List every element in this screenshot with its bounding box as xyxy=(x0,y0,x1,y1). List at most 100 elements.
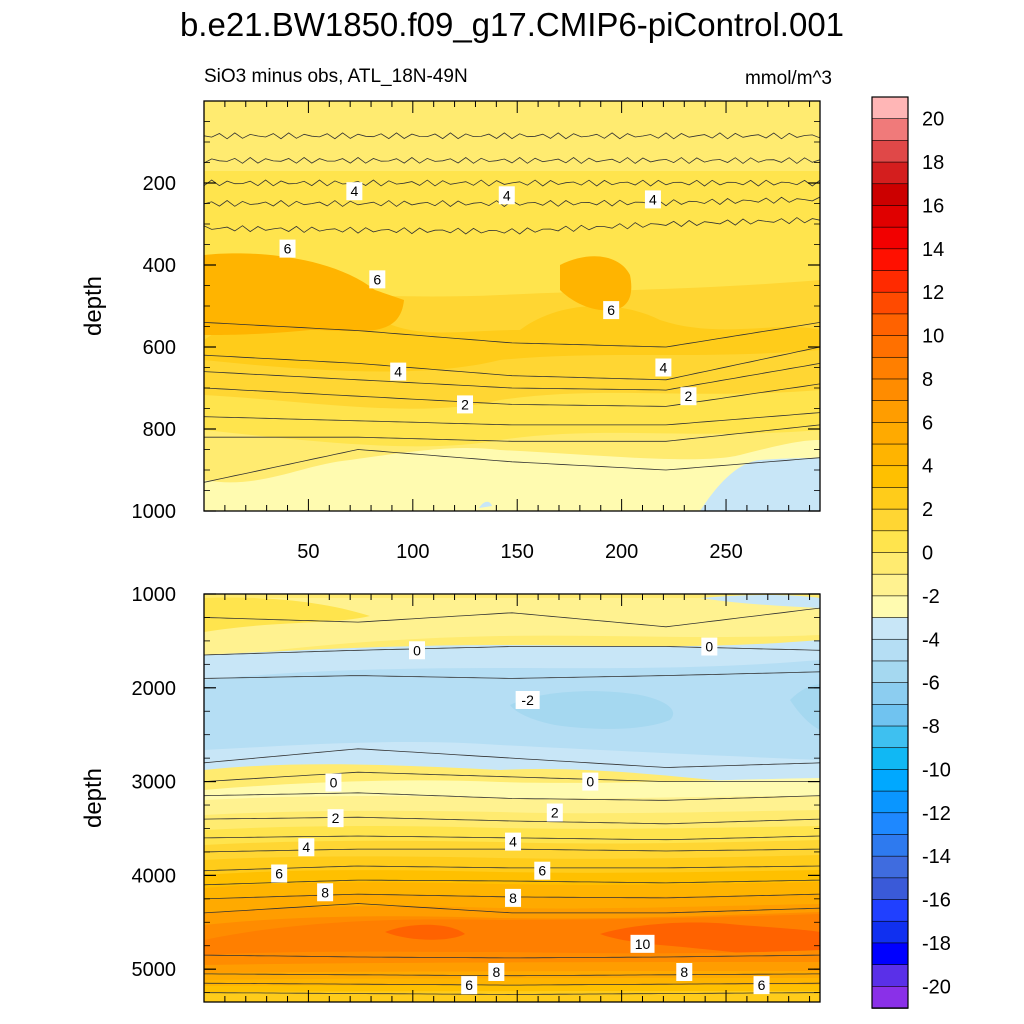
colorbar-swatch xyxy=(871,118,909,142)
colorbar-tick-label: -6 xyxy=(922,673,940,695)
colorbar-swatch xyxy=(871,400,909,424)
contour-line xyxy=(204,903,820,914)
contour-label-bg xyxy=(753,976,770,995)
contour-label-bg xyxy=(317,883,334,902)
contour-line xyxy=(204,973,820,977)
contour-label-bg xyxy=(369,270,386,289)
lower-panel: 0 0 -2 0 0 2 2 4 4 6 6 8 8 10 8 8 6 6 1000 2000 3000 4000 500… xyxy=(80,584,821,1003)
units-label: mmol/m^3 xyxy=(745,68,832,89)
contour-label: 4 xyxy=(505,832,522,851)
contour-label-text: 4 xyxy=(394,364,402,380)
contour-label-bg xyxy=(279,239,296,258)
contour-label-bg xyxy=(676,962,693,981)
colorbar-swatch xyxy=(871,378,909,402)
colorbar-tick-label: -20 xyxy=(922,976,951,998)
contour-label: 8 xyxy=(488,962,505,981)
colorbar-tick-label: 20 xyxy=(922,109,944,131)
contour-label: 4 xyxy=(644,190,661,209)
contour-label-bg xyxy=(582,772,599,791)
colorbar-tick-label: -12 xyxy=(922,803,951,825)
contour-line xyxy=(204,771,820,782)
colorbar-tick-label: -14 xyxy=(922,846,951,868)
contour-label: 8 xyxy=(676,962,693,981)
y-tick-label: 800 xyxy=(143,419,176,441)
colorbar-swatch xyxy=(871,855,909,879)
colorbar-swatch xyxy=(871,508,909,532)
colorbar-tick-label: 2 xyxy=(922,499,933,521)
y-tick-label: 400 xyxy=(143,255,176,277)
colorbar-swatch xyxy=(871,270,909,294)
contour-label-text: 2 xyxy=(551,805,559,821)
colorbar-swatch xyxy=(871,812,909,836)
colorbar-tick-label: 4 xyxy=(922,456,933,478)
contour-label-text: 8 xyxy=(321,884,329,900)
contour-label-bg xyxy=(498,186,515,205)
contour-label: 2 xyxy=(327,809,344,828)
colorbar-swatch xyxy=(871,617,909,641)
contour-label: 4 xyxy=(390,362,407,381)
contour-line xyxy=(204,954,820,959)
contour-label: 0 xyxy=(582,772,599,791)
contour-label-text: 6 xyxy=(275,866,283,882)
y-tick-label: 3000 xyxy=(132,772,177,794)
x-tick-label: 150 xyxy=(501,541,534,563)
colorbar-tick-label: 6 xyxy=(922,412,933,434)
colorbar-tick-label: -10 xyxy=(922,759,951,781)
colorbar-swatch xyxy=(871,291,909,315)
contour-label: 4 xyxy=(346,182,363,201)
colorbar-swatch xyxy=(871,964,909,988)
contour-label: 6 xyxy=(534,861,551,880)
contour-label-text: 6 xyxy=(607,302,615,318)
colorbar-tick-label: 10 xyxy=(922,326,944,348)
contour-label-text: 8 xyxy=(509,890,517,906)
colorbar-swatch xyxy=(871,356,909,380)
colorbar-swatch xyxy=(871,877,909,901)
contour-label-text: -2 xyxy=(521,692,534,708)
contour-line xyxy=(204,816,820,825)
upper-contour-labels: 4 4 4 6 6 6 4 4 2 2 xyxy=(279,182,697,414)
contour-label-text: 4 xyxy=(659,360,667,376)
contour-line xyxy=(204,607,820,628)
contour-label-bg xyxy=(680,387,697,406)
contour-label-bg xyxy=(390,362,407,381)
contour-label: 2 xyxy=(546,803,563,822)
contour-label-text: 4 xyxy=(509,834,517,850)
contour-label-bg xyxy=(327,809,344,828)
contour-line xyxy=(204,792,820,801)
colorbar-frame xyxy=(871,96,909,1009)
lower-contour-fills xyxy=(204,594,820,1002)
upper-axis-ticks: 200 400 600 800 1000 50 100 150 200 250 xyxy=(132,100,820,563)
colorbar-swatch xyxy=(871,704,909,727)
contour-label: 10 xyxy=(630,934,655,953)
upper-contour-fills xyxy=(204,101,820,511)
colorbar-swatch xyxy=(871,248,909,272)
contour-label: 0 xyxy=(325,773,342,792)
contour-label-bg xyxy=(546,803,563,822)
contour-label-text: 6 xyxy=(538,863,546,879)
colorbar-swatch xyxy=(871,942,909,966)
contour-line xyxy=(204,671,820,679)
colorbar-swatch xyxy=(871,725,909,749)
contour-label-text: 4 xyxy=(302,839,310,855)
contour-label: 2 xyxy=(680,387,697,406)
contour-label-text: 2 xyxy=(685,388,693,404)
colorbar-swatch xyxy=(871,335,909,359)
y-tick-label: 2000 xyxy=(132,678,177,700)
contour-label: -2 xyxy=(515,690,540,709)
y-tick-label: 5000 xyxy=(132,959,177,981)
contour-label-bg xyxy=(461,976,478,995)
colorbar-swatch xyxy=(871,205,909,228)
colorbar-swatch xyxy=(871,682,909,706)
contour-line xyxy=(204,449,820,483)
colorbar-swatch xyxy=(871,422,909,445)
lower-y-axis-label: depth xyxy=(80,768,107,828)
x-tick-label: 50 xyxy=(297,541,319,563)
contour-label-bg xyxy=(630,934,655,953)
contour-label-bg xyxy=(534,861,551,880)
contour-label-bg xyxy=(271,864,288,883)
contour-label: 4 xyxy=(298,838,315,857)
contour-line xyxy=(204,322,820,348)
colorbar-swatch xyxy=(871,443,909,467)
